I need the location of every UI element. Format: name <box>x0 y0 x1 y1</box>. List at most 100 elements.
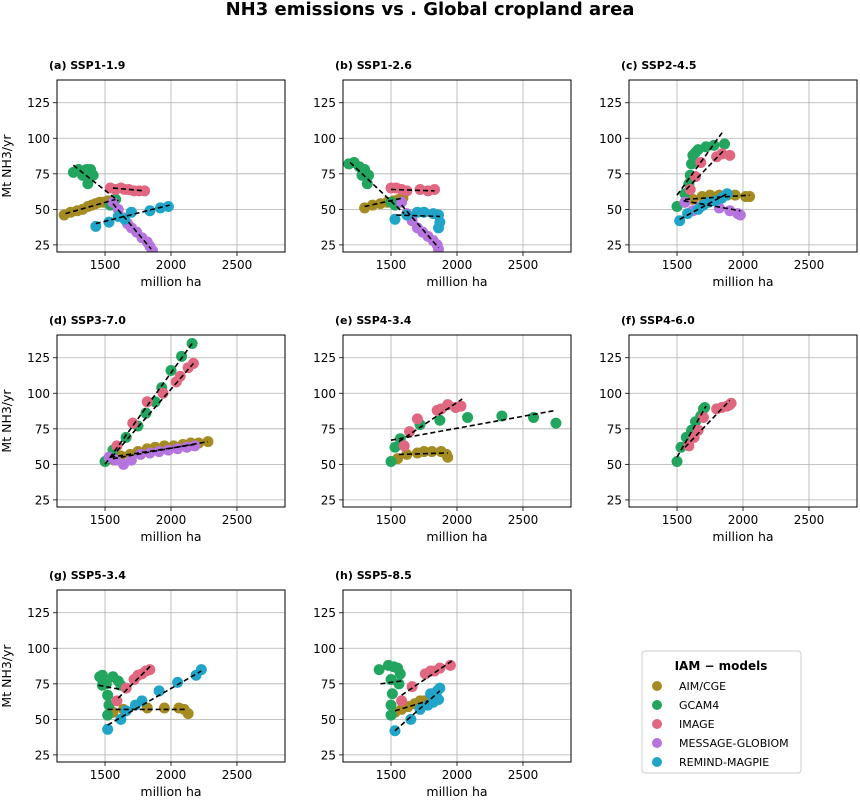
y-tick-label: 50 <box>35 713 50 727</box>
data-point <box>684 183 696 195</box>
y-tick-label: 25 <box>607 493 622 507</box>
axes-frame <box>56 589 286 763</box>
trend-line <box>107 670 202 726</box>
data-point <box>87 169 99 181</box>
data-point <box>162 201 174 213</box>
data-point <box>724 149 736 161</box>
y-tick-label: 100 <box>27 132 50 146</box>
data-point <box>144 205 156 217</box>
x-tick-label: 1500 <box>662 513 693 527</box>
axes-frame <box>628 334 858 508</box>
y-tick-label: 25 <box>607 238 622 252</box>
legend-entry-label: AIM/CGE <box>679 680 726 693</box>
panel-h: (h) SSP5-8.5 1500 2000 2500 25 50 75 100 125 mill… <box>313 569 572 799</box>
y-axis-label: Mt NH3/yr <box>0 134 14 198</box>
axes-frame <box>56 334 286 508</box>
data-point <box>111 695 123 707</box>
data-point <box>404 426 415 438</box>
x-tick-label: 2500 <box>222 258 253 272</box>
trend-line <box>394 690 441 732</box>
panel-d: (d) SSP3-7.0 1500 2000 2500 25 50 75 100 125 mill… <box>0 314 286 544</box>
data-point <box>455 400 467 412</box>
data-point <box>102 689 114 701</box>
trend-line <box>98 684 122 691</box>
panel-c: (c) SSP2-4.5 1500 2000 2500 25 50 75 100 125 mill… <box>599 59 858 289</box>
data-point <box>373 664 385 676</box>
y-tick-label: 50 <box>321 203 336 217</box>
legend-entry-label: IMAGE <box>679 718 715 731</box>
panel-b: (b) SSP1-2.6 1500 2000 2500 25 50 75 100 125 mill… <box>313 59 572 289</box>
y-tick-label: 25 <box>321 238 336 252</box>
trend-line <box>683 200 741 212</box>
data-point <box>102 723 114 735</box>
data-point <box>426 446 438 458</box>
y-tick-label: 125 <box>27 96 50 110</box>
x-tick-label: 2500 <box>222 513 253 527</box>
trend-line <box>380 680 402 685</box>
y-tick-label: 75 <box>35 677 50 691</box>
data-point <box>172 443 184 455</box>
y-axis-label: Mt NH3/yr <box>0 644 14 708</box>
axes-frame <box>342 334 572 508</box>
data-point <box>418 206 430 218</box>
y-axis-label: Mt NH3/yr <box>0 389 14 453</box>
data-point <box>444 659 456 671</box>
y-tick-label: 50 <box>35 203 50 217</box>
y-tick-label: 25 <box>35 493 50 507</box>
data-point <box>195 664 207 676</box>
data-point <box>165 365 177 377</box>
panel-title: (f) SSP4-6.0 <box>621 314 695 327</box>
panel-e: (e) SSP4-3.4 1500 2000 2500 25 50 75 100 125 mill… <box>313 314 572 544</box>
data-point <box>120 705 132 717</box>
data-point <box>103 216 115 228</box>
panel-a: (a) SSP1-1.9 1500 2000 2500 25 50 75 100 125 mill… <box>0 59 286 289</box>
trend-line <box>112 203 152 250</box>
y-tick-label: 50 <box>321 458 336 472</box>
y-tick-label: 75 <box>607 422 622 436</box>
y-tick-label: 25 <box>321 748 336 762</box>
series-gcam4 <box>373 659 406 721</box>
trend-line <box>72 164 119 202</box>
y-tick-label: 100 <box>27 387 50 401</box>
x-tick-label: 1500 <box>90 258 121 272</box>
x-axis-label: million ha <box>140 784 201 799</box>
data-point <box>433 222 445 234</box>
series-aim-cge <box>392 446 454 465</box>
data-point <box>389 441 401 453</box>
panel-title: (d) SSP3-7.0 <box>49 314 126 327</box>
trend-line <box>398 398 463 443</box>
x-tick-label: 2000 <box>728 258 759 272</box>
trend-line <box>676 405 707 458</box>
plot-area <box>343 156 446 252</box>
trend-line <box>349 161 405 215</box>
x-tick-label: 2000 <box>442 513 473 527</box>
data-point <box>102 709 114 721</box>
plot-area <box>58 164 174 252</box>
y-tick-label: 100 <box>27 642 50 656</box>
trend-line <box>400 204 440 249</box>
legend-marker <box>652 700 662 710</box>
data-point <box>433 243 445 252</box>
y-tick-label: 25 <box>321 493 336 507</box>
y-tick-label: 25 <box>35 238 50 252</box>
trend-line <box>112 187 145 192</box>
data-point <box>429 183 441 195</box>
trend-line <box>110 443 195 459</box>
panel-title: (e) SSP4-3.4 <box>335 314 412 327</box>
series-gcam4 <box>94 669 127 721</box>
data-point <box>396 695 408 707</box>
data-point <box>401 185 413 197</box>
data-point <box>405 713 417 725</box>
series-gcam4 <box>385 410 562 468</box>
data-point <box>496 410 508 422</box>
trend-line <box>394 700 429 712</box>
x-tick-label: 1500 <box>376 258 407 272</box>
legend: IAM − models AIM/CGE GCAM4 IMAGE MESSAGE-GL… <box>641 650 802 774</box>
trend-line <box>401 660 453 696</box>
data-point <box>182 708 194 720</box>
data-point <box>356 169 368 181</box>
data-point <box>434 414 446 426</box>
legend-marker <box>652 738 662 748</box>
data-point <box>82 178 94 190</box>
